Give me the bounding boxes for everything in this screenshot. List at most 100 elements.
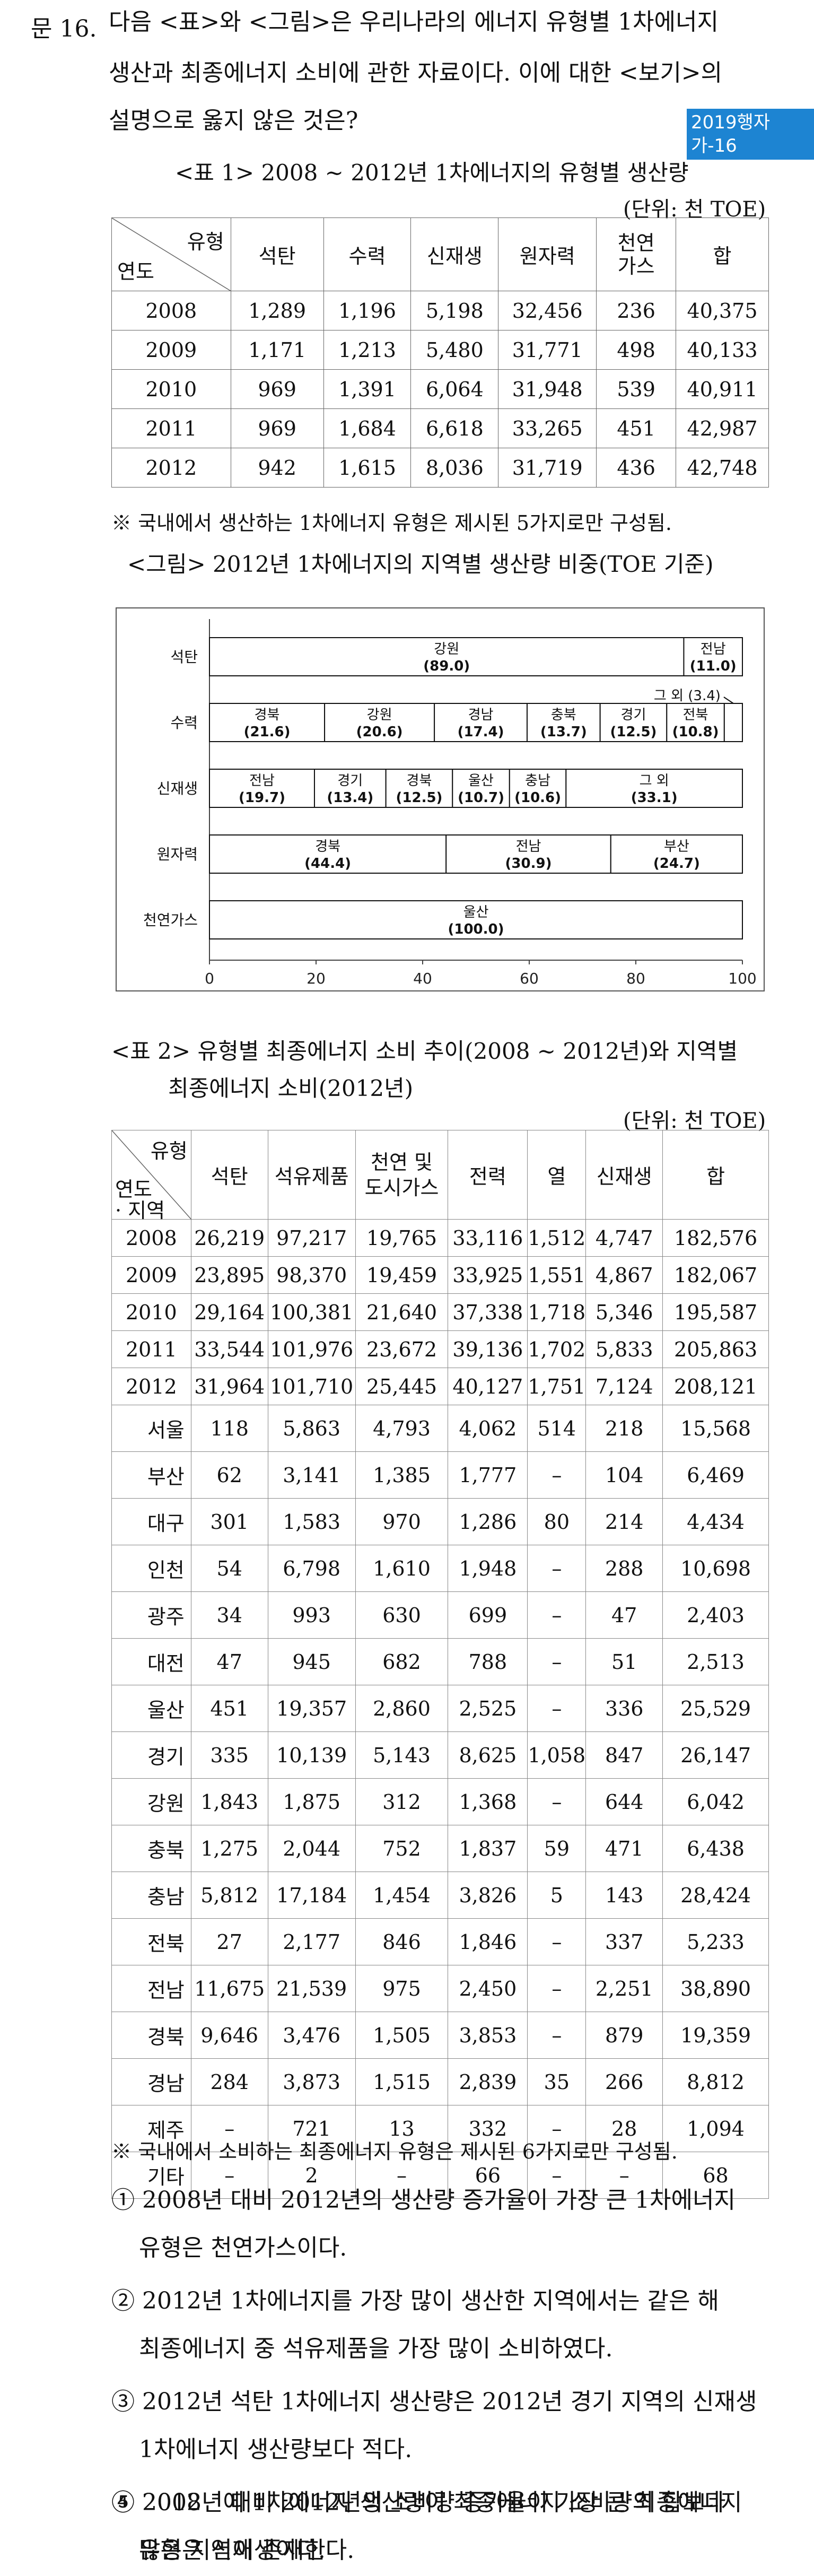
table2-value-cell: 205,863: [662, 1330, 769, 1368]
table2-region-cell: 울산: [111, 1685, 191, 1732]
chart-segment-value-label: (11.0): [690, 658, 737, 674]
table1: 유형 연도 석탄 수력 신재생 원자력 천연가스 합 2008 1,289 1,19…: [111, 217, 769, 488]
table2-value-cell: 1,505: [355, 2012, 449, 2059]
table2-value-cell: 1,286: [448, 1498, 528, 1545]
table2-value-cell: 266: [585, 2058, 663, 2105]
table2-value-cell: 2,860: [355, 1685, 449, 1732]
table2-value-cell: 21,640: [355, 1293, 449, 1331]
table2-value-cell: 9,646: [190, 2012, 268, 2059]
table2-region-row: 제주 –721 13 332–28 1,094: [111, 2105, 769, 2152]
table2-header-gas: 천연 및 도시가스: [355, 1130, 449, 1220]
chart-segment-region-label: 전남: [249, 773, 275, 789]
option-1-line-2[interactable]: 유형은 천연가스이다.: [139, 2234, 347, 2261]
table2-value-cell: 23,895: [190, 1256, 268, 1294]
chart-segment-region-label: 경북: [315, 839, 340, 855]
table2-year-row: 2011 33,544 101,976 23,672 39,136 1,702 5,833 2…: [111, 1330, 769, 1368]
table1-row: 2009 1,171 1,213 5,480 31,771 498 40,133: [111, 330, 769, 370]
chart-bar-segment: [509, 769, 567, 808]
table2-region-cell: 전남: [111, 1965, 191, 2012]
option-3-line-1[interactable]: ③ 2012년 석탄 1차에너지 생산량은 2012년 경기 지역의 신재생: [111, 2388, 757, 2415]
table2-value-cell: –: [527, 1778, 587, 1825]
chart-bar-segment: [526, 703, 601, 742]
table2-value-cell: 33,544: [190, 1330, 268, 1368]
chart-segment-value-label: (33.1): [631, 790, 678, 806]
table2-value-cell: 752: [355, 1825, 449, 1872]
chart-segment-region-label: 전남: [701, 641, 726, 657]
table2-value-cell: 5,346: [585, 1293, 663, 1331]
chart-segment-value-label: (100.0): [448, 921, 504, 937]
table1-value-cell: 5,480: [410, 330, 499, 370]
table2-value-cell: 1,583: [267, 1498, 356, 1545]
table2-value-cell: 5,812: [190, 1872, 268, 1919]
table2-year-cell: 2010: [111, 1293, 191, 1331]
table2-value-cell: 846: [355, 1918, 449, 1965]
table1-value-cell: 969: [230, 408, 324, 448]
table2-value-cell: 4,867: [585, 1256, 663, 1294]
table1-year-cell: 2010: [111, 369, 231, 409]
table2-region-row: 광주 34 993 630 699–47 2,403: [111, 1591, 769, 1639]
x-tick-label: 0: [205, 970, 214, 987]
table2-value-cell: 2,525: [448, 1685, 528, 1732]
x-tick-label: 100: [728, 970, 756, 987]
table2-value-cell: 1,837: [448, 1825, 528, 1872]
table2-value-cell: 699: [448, 1591, 528, 1639]
table2-value-cell: 945: [267, 1638, 356, 1685]
table2-value-cell: 4,747: [585, 1219, 663, 1257]
table1-value-cell: 42,748: [676, 448, 769, 488]
table1-value-cell: 31,719: [498, 448, 597, 488]
table1-value-cell: 40,911: [676, 369, 769, 409]
table2-region-cell: 강원: [111, 1778, 191, 1825]
table2-value-cell: 6,798: [267, 1545, 356, 1592]
table2-value-cell: 332: [448, 2105, 528, 2152]
option-4-line-2[interactable]: 많은 지역이 존재한다.: [139, 2537, 355, 2564]
table2-value-cell: 47: [585, 1591, 663, 1639]
table1-value-cell: 1,171: [230, 330, 324, 370]
table2-value-cell: 2,450: [448, 1965, 528, 2012]
chart-segment-region-label: 경기: [337, 773, 363, 789]
option-5-line-1[interactable]: ⑤ 2008년 대비 2012년의 소비량 증가율이 가장 큰 최종에너지: [111, 2489, 742, 2516]
table2-year-cell: 2012: [111, 1368, 191, 1405]
table2-value-cell: 4,793: [355, 1405, 449, 1452]
table1-note: ※ 국내에서 생산하는 1차에너지 유형은 제시된 5가지로만 구성됨.: [111, 511, 672, 535]
table1-row: 2010 969 1,391 6,064 31,948 539 40,911: [111, 369, 769, 409]
table2-value-cell: 118: [190, 1405, 268, 1452]
table2-value-cell: 1,551: [527, 1256, 587, 1294]
chart-segment-value-label: (12.5): [610, 724, 657, 740]
table2-value-cell: 66: [448, 2152, 528, 2199]
table1-value-cell: 539: [596, 369, 677, 409]
table2-value-cell: 2,251: [585, 1965, 663, 2012]
chart-segment-value-label: (44.4): [304, 856, 351, 872]
table2-value-cell: 879: [585, 2012, 663, 2059]
table2-value-cell: –: [527, 1545, 587, 1592]
option-1-line-1[interactable]: ① 2008년 대비 2012년의 생산량 증가율이 가장 큰 1차에너지: [111, 2187, 736, 2214]
table2-region-row: 대구 301 1,583 970 1,286 80 214 4,434: [111, 1498, 769, 1545]
table2-year-row: 2009 23,895 98,370 19,459 33,925 1,551 4,867 18…: [111, 1256, 769, 1294]
table1-corner: 유형 연도: [111, 217, 231, 291]
table2-value-cell: 59: [527, 1825, 587, 1872]
table2-body: 2008 26,219 97,217 19,765 33,116 1,512 4,747 18…: [111, 1219, 769, 2199]
option-3-line-2[interactable]: 1차에너지 생산량보다 적다.: [139, 2436, 413, 2463]
table2-value-cell: 335: [190, 1731, 268, 1779]
table2-value-cell: 19,359: [662, 2012, 769, 2059]
option-5-line-2[interactable]: 유형은 신재생이다.: [139, 2537, 326, 2564]
option-4-line-1[interactable]: ④ 2012년에 1차에너지 생산량이 최종에너지 소비량의 합보다: [111, 2489, 726, 2516]
table2-value-cell: 1,454: [355, 1872, 449, 1919]
table2-value-cell: 975: [355, 1965, 449, 2012]
table1-value-cell: 942: [230, 448, 324, 488]
table1-value-cell: 40,375: [676, 291, 769, 330]
table2-value-cell: 34: [190, 1591, 268, 1639]
table2-region-cell: 대전: [111, 1638, 191, 1685]
chart-bar-segment: [209, 769, 315, 808]
table2-note: ※ 국내에서 소비하는 최종에너지 유형은 제시된 6가지로만 구성됨.: [111, 2140, 678, 2163]
table2: 유형 연도 · 지역 석탄 석유제품 천연 및 도시가스 전력 열 신재생 합 …: [111, 1130, 769, 2199]
corner-diagonal-line: [112, 1130, 191, 1220]
option-2-line-2[interactable]: 최종에너지 중 석유제품을 가장 많이 소비하였다.: [139, 2335, 613, 2362]
chart-segment-region-label: 부산: [664, 839, 689, 855]
table2-header-total: 합: [662, 1130, 769, 1220]
table2-year-cell: 2008: [111, 1219, 191, 1257]
option-2-line-1[interactable]: ② 2012년 1차에너지를 가장 많이 생산한 지역에서는 같은 해: [111, 2287, 719, 2314]
table2-value-cell: 182,067: [662, 1256, 769, 1294]
table2-region-row: 경기 335 10,139 5,143 8,625 1,058 847 26,147: [111, 1731, 769, 1779]
chart-bar-segment: [683, 637, 743, 676]
chart-segment-region-label: 전남: [516, 839, 541, 855]
